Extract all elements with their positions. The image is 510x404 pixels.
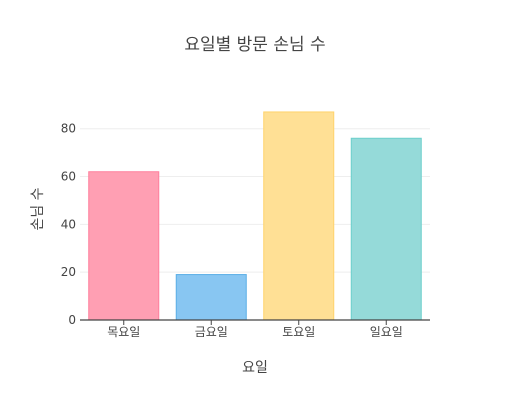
y-axis-label: 손님 수	[30, 187, 46, 230]
x-tick-label: 금요일	[195, 325, 228, 339]
y-tick-label: 20	[61, 265, 76, 279]
bar-4[interactable]	[350, 137, 422, 321]
y-tick-label: 0	[68, 313, 76, 327]
y-tick-label: 40	[61, 217, 76, 231]
axes: 0 20 40 60 80 목요일 금요일 토요일 일요일	[61, 122, 430, 339]
x-tick-label: 일요일	[370, 325, 403, 339]
bar-1[interactable]	[88, 171, 160, 321]
bar-3[interactable]	[263, 111, 335, 321]
x-axis-label: 요일	[242, 360, 268, 376]
bars	[88, 111, 422, 321]
y-tick-label: 60	[61, 170, 76, 184]
bar-2[interactable]	[175, 274, 247, 321]
x-tick-label: 목요일	[107, 325, 140, 339]
x-tick-label: 토요일	[282, 325, 315, 339]
chart-title: 요일별 방문 손님 수	[184, 35, 325, 55]
y-tick-label: 80	[61, 122, 76, 136]
